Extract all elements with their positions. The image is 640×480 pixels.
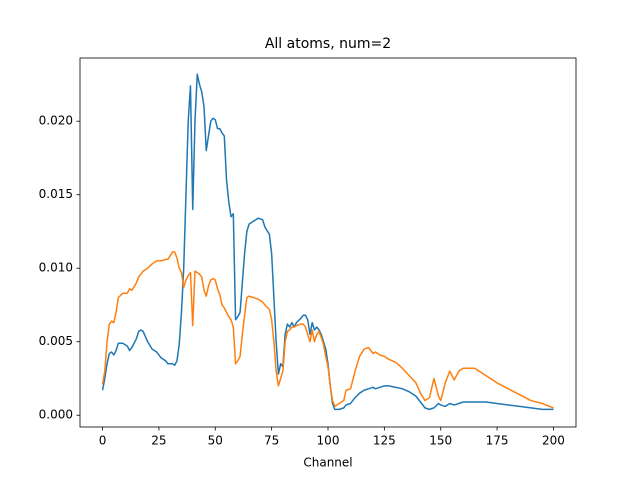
x-tick-label: 175 — [486, 434, 509, 448]
y-tick-label: 0.005 — [39, 334, 73, 348]
x-tick-label: 25 — [151, 434, 166, 448]
x-tick-label: 125 — [373, 434, 396, 448]
x-axis-label: Channel — [303, 456, 352, 470]
x-tick-label: 100 — [317, 434, 340, 448]
y-tick-label: 0.020 — [39, 114, 73, 128]
line-series — [101, 251, 554, 409]
x-tick-label: 50 — [208, 434, 223, 448]
y-tick-label: 0.015 — [39, 187, 73, 201]
y-tick-label: 0.010 — [39, 261, 73, 275]
x-tick-label: 150 — [429, 434, 452, 448]
line-series — [101, 73, 554, 411]
x-tick-label: 75 — [264, 434, 279, 448]
chart-title: All atoms, num=2 — [265, 36, 391, 52]
y-tick-label: 0.000 — [39, 408, 73, 422]
x-tick-label: 0 — [99, 434, 107, 448]
plot-frame — [79, 57, 577, 428]
x-tick-label: 200 — [542, 434, 565, 448]
